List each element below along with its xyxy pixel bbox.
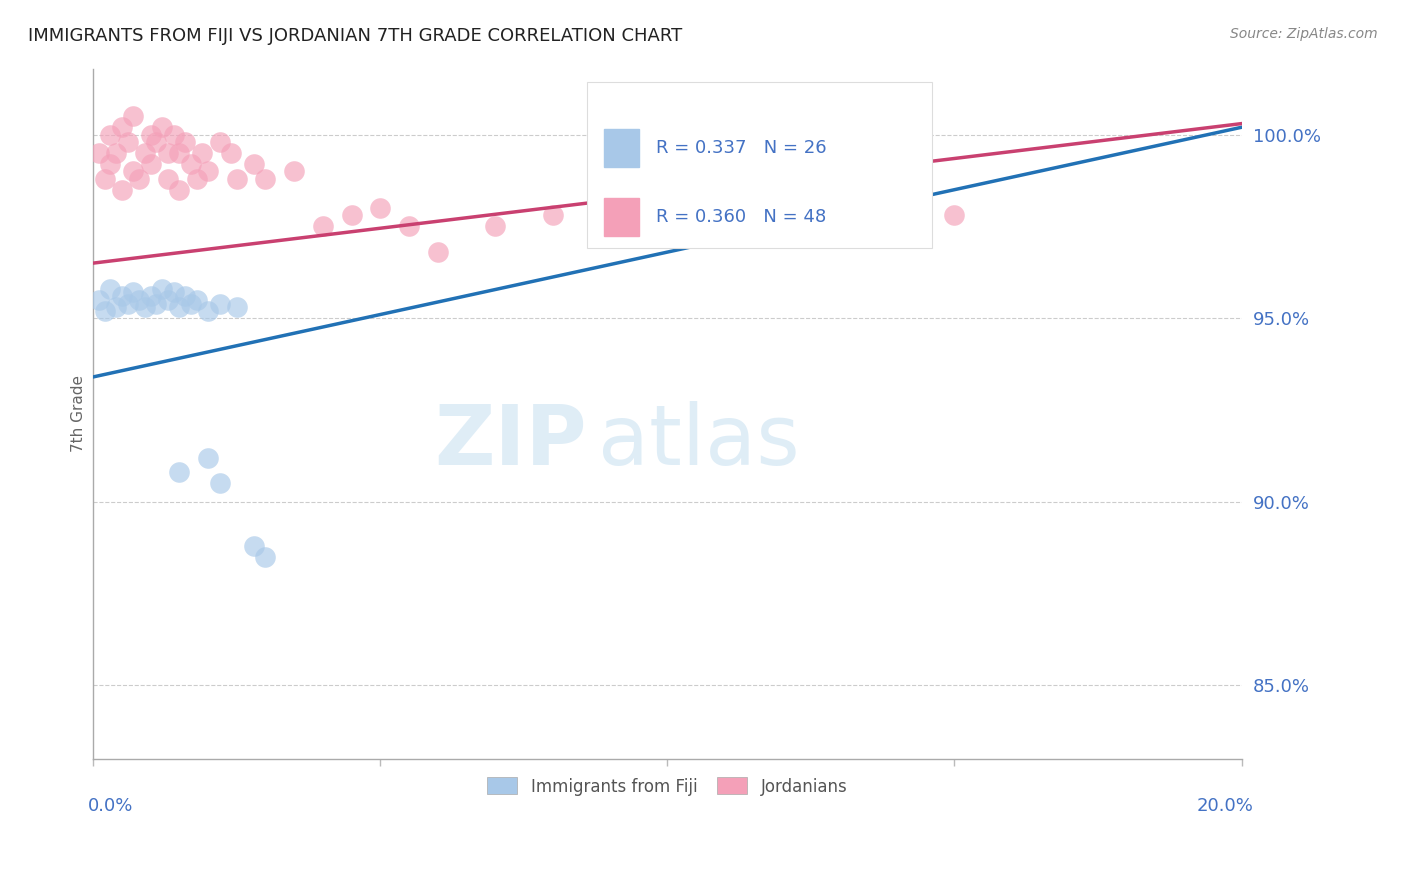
Point — [93, 303, 115, 318]
Point — [156, 293, 179, 307]
Point — [93, 171, 115, 186]
Point — [254, 549, 277, 564]
Point — [169, 183, 191, 197]
Point — [122, 109, 145, 123]
Point — [197, 450, 219, 465]
FancyBboxPatch shape — [605, 129, 638, 167]
Legend: Immigrants from Fiji, Jordanians: Immigrants from Fiji, Jordanians — [481, 771, 853, 802]
Point — [426, 245, 449, 260]
Point — [105, 300, 128, 314]
Point — [169, 466, 191, 480]
FancyBboxPatch shape — [605, 198, 638, 235]
Point — [100, 282, 122, 296]
Point — [770, 208, 793, 222]
Point — [169, 300, 191, 314]
Text: atlas: atlas — [599, 401, 800, 482]
Point — [174, 135, 197, 149]
Point — [208, 135, 231, 149]
Point — [122, 164, 145, 178]
Text: R = 0.360   N = 48: R = 0.360 N = 48 — [657, 208, 827, 226]
Point — [243, 157, 266, 171]
Point — [139, 128, 162, 142]
Point — [150, 282, 173, 296]
Point — [162, 128, 184, 142]
Point — [134, 145, 156, 160]
Point — [368, 201, 391, 215]
Point — [100, 128, 122, 142]
Point — [254, 171, 277, 186]
Text: IMMIGRANTS FROM FIJI VS JORDANIAN 7TH GRADE CORRELATION CHART: IMMIGRANTS FROM FIJI VS JORDANIAN 7TH GR… — [28, 27, 682, 45]
Point — [105, 145, 128, 160]
Point — [150, 120, 173, 135]
Point — [484, 219, 506, 234]
Y-axis label: 7th Grade: 7th Grade — [72, 376, 86, 452]
Point — [225, 300, 247, 314]
Point — [139, 289, 162, 303]
Point — [886, 219, 908, 234]
Point — [145, 135, 167, 149]
Point — [714, 219, 737, 234]
Point — [186, 293, 208, 307]
Point — [828, 230, 851, 244]
Point — [197, 303, 219, 318]
Point — [208, 296, 231, 310]
FancyBboxPatch shape — [586, 82, 932, 248]
Point — [117, 135, 139, 149]
Text: ZIP: ZIP — [434, 401, 586, 482]
Point — [742, 120, 765, 135]
Point — [128, 171, 150, 186]
Point — [111, 183, 134, 197]
Point — [139, 157, 162, 171]
Point — [156, 145, 179, 160]
Point — [219, 145, 242, 160]
Point — [100, 157, 122, 171]
Point — [180, 296, 202, 310]
Point — [87, 293, 110, 307]
Point — [128, 293, 150, 307]
Point — [759, 128, 782, 142]
Point — [134, 300, 156, 314]
Point — [398, 219, 420, 234]
Point — [243, 539, 266, 553]
Point — [87, 145, 110, 160]
Point — [156, 171, 179, 186]
Point — [117, 296, 139, 310]
Point — [111, 289, 134, 303]
Point — [943, 208, 966, 222]
Point — [169, 145, 191, 160]
Point — [191, 145, 214, 160]
Point — [197, 164, 219, 178]
Point — [180, 157, 202, 171]
Point — [225, 171, 247, 186]
Point — [283, 164, 305, 178]
Point — [186, 171, 208, 186]
Text: 0.0%: 0.0% — [87, 797, 132, 814]
Point — [312, 219, 335, 234]
Point — [174, 289, 197, 303]
Point — [111, 120, 134, 135]
Point — [657, 208, 679, 222]
Point — [599, 219, 621, 234]
Text: R = 0.337   N = 26: R = 0.337 N = 26 — [657, 139, 827, 157]
Point — [541, 208, 564, 222]
Point — [162, 285, 184, 300]
Text: 20.0%: 20.0% — [1197, 797, 1253, 814]
Point — [340, 208, 363, 222]
Point — [122, 285, 145, 300]
Point — [145, 296, 167, 310]
Text: Source: ZipAtlas.com: Source: ZipAtlas.com — [1230, 27, 1378, 41]
Point — [208, 476, 231, 491]
